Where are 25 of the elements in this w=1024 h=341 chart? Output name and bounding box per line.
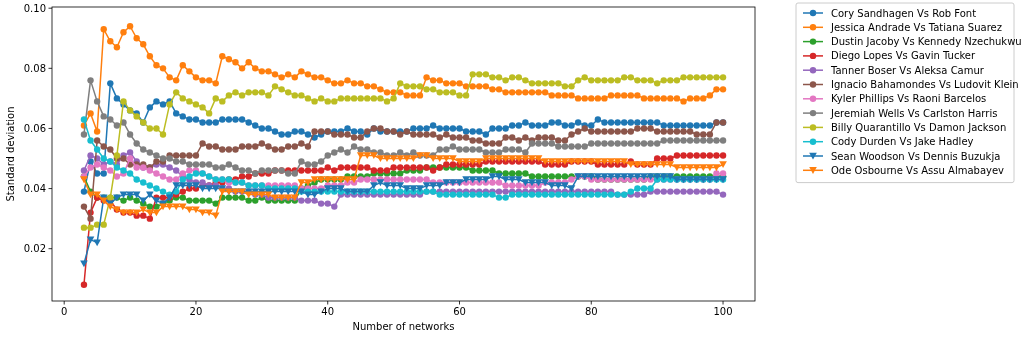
legend-label: Jeremiah Wells Vs Carlston Harris: [830, 107, 998, 119]
legend-label: Ode Osbourne Vs Assu Almabayev: [831, 164, 1005, 176]
x-tick-label: 0: [61, 306, 68, 317]
y-axis-title: Standard deviation: [5, 106, 16, 202]
x-tick-label: 80: [584, 306, 598, 317]
y-tick-label: 0.04: [23, 183, 46, 195]
x-tick-label: 60: [453, 306, 466, 317]
y-tick-label: 0.08: [23, 62, 46, 74]
y-tick-label: 0.10: [23, 2, 46, 14]
x-tick-label: 20: [189, 306, 203, 317]
y-tick-label: 0.06: [23, 122, 46, 134]
legend-label: Sean Woodson Vs Dennis Buzukja: [831, 150, 1001, 162]
x-axis-title: Number of networks: [352, 321, 455, 332]
legend-label: Diego Lopes Vs Gavin Tucker: [831, 50, 977, 62]
x-tick-label: 100: [713, 306, 733, 317]
legend-label: Cory Sandhagen Vs Rob Font: [831, 7, 977, 19]
legend-label: Dustin Jacoby Vs Kennedy Nzechukwu: [831, 36, 1022, 48]
legend-label: Billy Quarantillo Vs Damon Jackson: [831, 121, 1007, 133]
y-tick-label: 0.02: [23, 243, 46, 255]
legend-label: Cody Durden Vs Jake Hadley: [831, 136, 974, 148]
legend-label: Jessica Andrade Vs Tatiana Suarez: [830, 21, 1002, 33]
legend-label: Tanner Boser Vs Aleksa Camur: [830, 64, 985, 76]
legend-label: Kyler Phillips Vs Raoni Barcelos: [831, 93, 987, 105]
legend-label: Ignacio Bahamondes Vs Ludovit Klein: [831, 79, 1019, 90]
x-tick-label: 40: [321, 306, 335, 317]
